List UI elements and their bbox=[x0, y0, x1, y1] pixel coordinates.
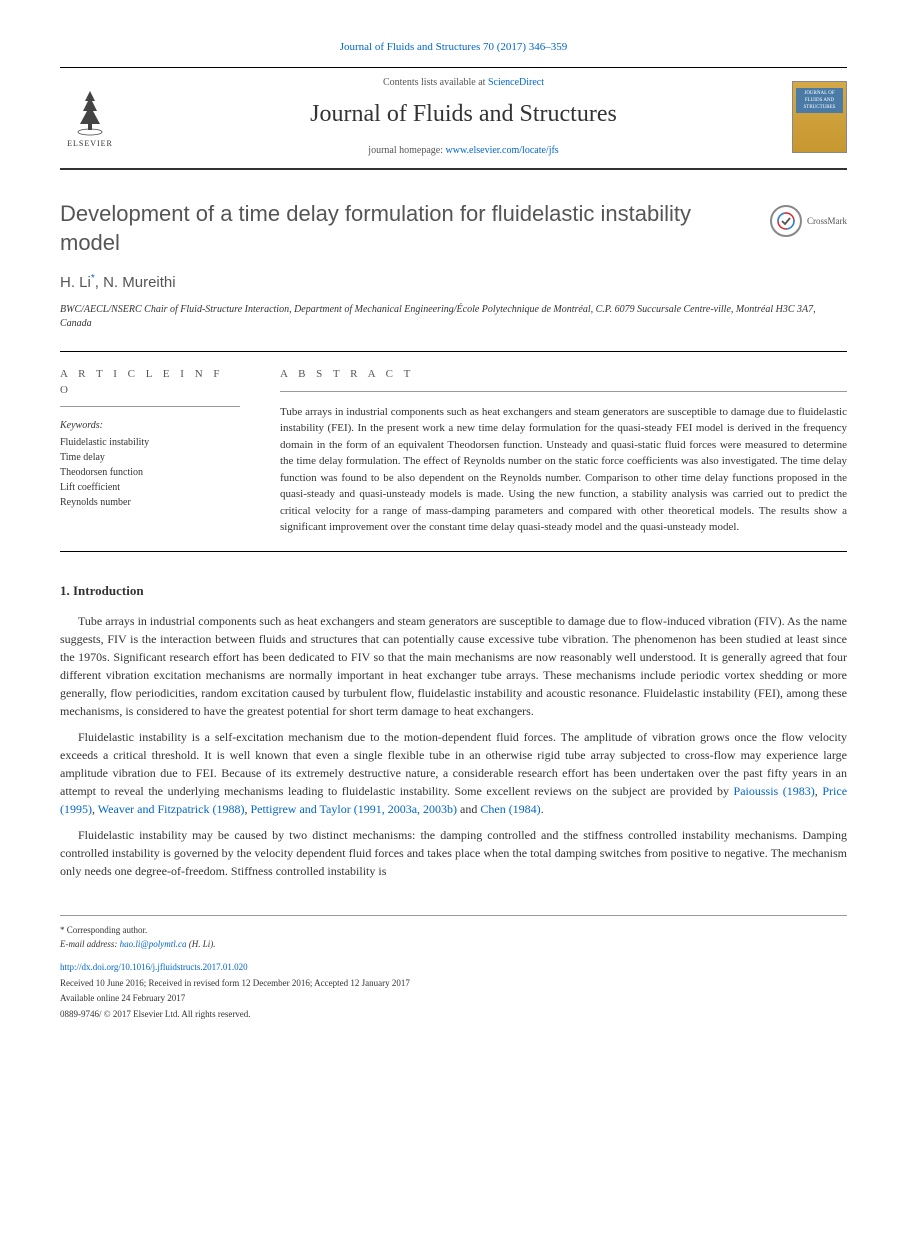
available-date: Available online 24 February 2017 bbox=[60, 992, 847, 1005]
elsevier-tree-icon bbox=[65, 86, 115, 136]
keyword-item: Time delay bbox=[60, 450, 240, 465]
sciencedirect-link[interactable]: ScienceDirect bbox=[488, 77, 544, 88]
contents-list-label: Contents lists available at ScienceDirec… bbox=[135, 76, 792, 90]
keyword-item: Fluidelastic instability bbox=[60, 435, 240, 450]
journal-name: Journal of Fluids and Structures bbox=[135, 98, 792, 132]
elsevier-logo[interactable]: ELSEVIER bbox=[60, 82, 120, 152]
intro-paragraph-1: Tube arrays in industrial components suc… bbox=[60, 612, 847, 720]
copyright-line: 0889-9746/ © 2017 Elsevier Ltd. All righ… bbox=[60, 1008, 847, 1021]
article-title-row: Development of a time delay formulation … bbox=[60, 200, 847, 257]
article-info: A R T I C L E I N F O Keywords: Fluidela… bbox=[60, 367, 260, 535]
top-citation[interactable]: Journal of Fluids and Structures 70 (201… bbox=[60, 40, 847, 55]
elsevier-label: ELSEVIER bbox=[67, 138, 113, 149]
abstract-section: A B S T R A C T Tube arrays in industria… bbox=[260, 367, 847, 535]
cover-label: JOURNAL OF FLUIDS AND STRUCTURES bbox=[796, 88, 844, 113]
email-link[interactable]: hao.li@polymtl.ca bbox=[120, 939, 187, 949]
intro-paragraph-3: Fluidelastic instability may be caused b… bbox=[60, 826, 847, 880]
affiliation: BWC/AECL/NSERC Chair of Fluid-Structure … bbox=[60, 303, 847, 331]
keyword-item: Theodorsen function bbox=[60, 465, 240, 480]
journal-homepage: journal homepage: www.elsevier.com/locat… bbox=[135, 144, 792, 158]
footer-section: * Corresponding author. E-mail address: … bbox=[60, 915, 847, 1021]
keywords-label: Keywords: bbox=[60, 419, 240, 433]
article-title: Development of a time delay formulation … bbox=[60, 200, 755, 257]
homepage-url[interactable]: www.elsevier.com/locate/jfs bbox=[446, 145, 559, 156]
corresponding-author-note: * Corresponding author. bbox=[60, 924, 847, 937]
section-heading-intro: 1. Introduction bbox=[60, 582, 847, 600]
received-dates: Received 10 June 2016; Received in revis… bbox=[60, 977, 847, 990]
para2-text: Fluidelastic instability is a self-excit… bbox=[60, 730, 847, 798]
keyword-item: Lift coefficient bbox=[60, 480, 240, 495]
reference-link[interactable]: Paioussis (1983) bbox=[734, 784, 815, 798]
intro-paragraph-2: Fluidelastic instability is a self-excit… bbox=[60, 728, 847, 818]
crossmark-icon bbox=[770, 205, 802, 237]
email-suffix: (H. Li). bbox=[186, 939, 215, 949]
crossmark-badge[interactable]: CrossMark bbox=[770, 205, 847, 237]
email-label: E-mail address: bbox=[60, 939, 120, 949]
author-2[interactable]: , N. Mureithi bbox=[95, 274, 176, 291]
crossmark-label: CrossMark bbox=[807, 215, 847, 228]
email-line: E-mail address: hao.li@polymtl.ca (H. Li… bbox=[60, 938, 847, 951]
journal-header: ELSEVIER Contents lists available at Sci… bbox=[60, 67, 847, 170]
keyword-item: Reynolds number bbox=[60, 495, 240, 510]
homepage-label: journal homepage: bbox=[368, 145, 445, 156]
header-center: Contents lists available at ScienceDirec… bbox=[135, 76, 792, 158]
article-info-heading: A R T I C L E I N F O bbox=[60, 367, 240, 407]
journal-cover-thumbnail[interactable]: JOURNAL OF FLUIDS AND STRUCTURES bbox=[792, 81, 847, 153]
contents-text: Contents lists available at bbox=[383, 77, 488, 88]
authors: H. Li*, N. Mureithi bbox=[60, 272, 847, 293]
reference-link[interactable]: Chen (1984) bbox=[480, 802, 540, 816]
abstract-heading: A B S T R A C T bbox=[280, 367, 847, 391]
citation-text[interactable]: Journal of Fluids and Structures 70 (201… bbox=[340, 41, 568, 53]
doi-link[interactable]: http://dx.doi.org/10.1016/j.jfluidstruct… bbox=[60, 962, 248, 972]
reference-link[interactable]: Pettigrew and Taylor (1991, 2003a, 2003b… bbox=[250, 802, 457, 816]
reference-link[interactable]: Weaver and Fitzpatrick (1988) bbox=[98, 802, 245, 816]
abstract-text: Tube arrays in industrial components suc… bbox=[280, 404, 847, 536]
info-abstract-section: A R T I C L E I N F O Keywords: Fluidela… bbox=[60, 351, 847, 551]
author-1[interactable]: H. Li bbox=[60, 274, 91, 291]
